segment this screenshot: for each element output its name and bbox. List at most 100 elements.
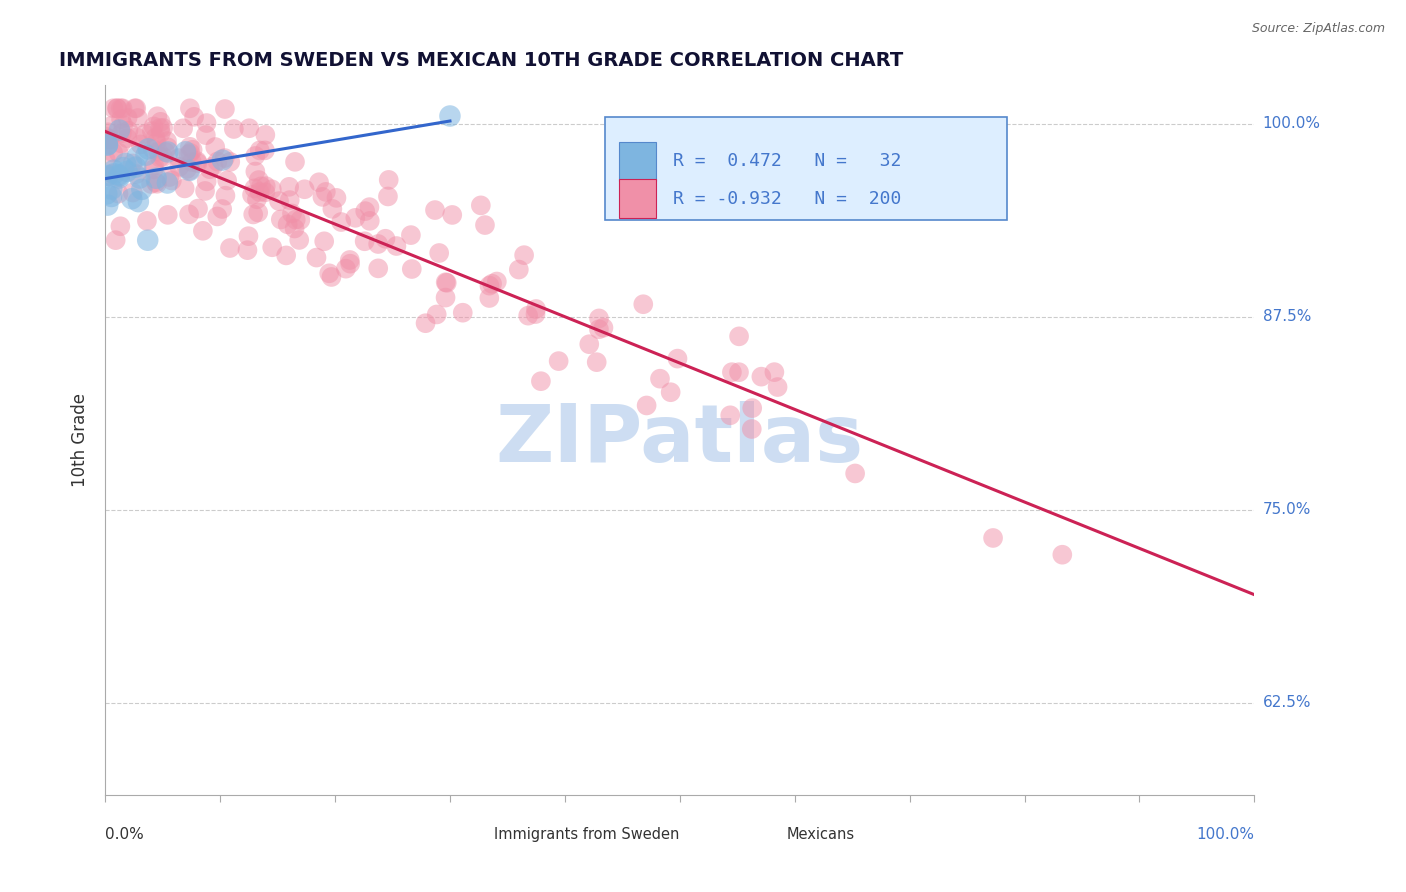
- Point: [214, 188, 236, 202]
- Point: [524, 301, 547, 316]
- Point: [262, 240, 284, 254]
- Text: 62.5%: 62.5%: [1263, 695, 1312, 710]
- Point: [111, 161, 134, 175]
- Point: [585, 355, 607, 369]
- Point: [207, 210, 229, 224]
- Text: 100.0%: 100.0%: [1197, 828, 1254, 842]
- Point: [470, 198, 492, 212]
- Point: [247, 205, 270, 219]
- Point: [330, 215, 353, 229]
- Point: [270, 212, 292, 227]
- Point: [121, 186, 143, 200]
- Point: [156, 140, 179, 154]
- Point: [214, 102, 236, 116]
- Point: [117, 124, 139, 138]
- Point: [246, 192, 269, 206]
- Point: [1052, 548, 1074, 562]
- Point: [155, 145, 177, 159]
- Point: [98, 132, 121, 146]
- Point: [517, 309, 540, 323]
- FancyBboxPatch shape: [605, 117, 1007, 220]
- Point: [202, 159, 225, 173]
- Point: [385, 239, 408, 253]
- Point: [103, 167, 125, 181]
- Point: [339, 252, 361, 267]
- Point: [108, 171, 131, 186]
- Point: [145, 171, 167, 186]
- Point: [136, 142, 159, 156]
- Point: [981, 531, 1004, 545]
- Point: [146, 177, 169, 191]
- Point: [377, 189, 399, 203]
- Point: [325, 191, 347, 205]
- Point: [401, 262, 423, 277]
- Point: [636, 399, 658, 413]
- Point: [294, 182, 316, 196]
- Point: [131, 182, 153, 196]
- Point: [176, 161, 198, 176]
- Point: [721, 365, 744, 379]
- Point: [284, 212, 307, 227]
- Point: [524, 307, 547, 321]
- Point: [728, 329, 751, 343]
- Point: [434, 275, 457, 289]
- Point: [125, 101, 148, 115]
- Point: [284, 221, 307, 235]
- Point: [238, 121, 260, 136]
- Point: [194, 184, 217, 198]
- Point: [359, 214, 381, 228]
- Point: [127, 194, 149, 209]
- Point: [103, 101, 125, 115]
- Point: [250, 179, 273, 194]
- Point: [179, 163, 201, 178]
- Point: [121, 192, 143, 206]
- Y-axis label: 10th Grade: 10th Grade: [72, 393, 89, 487]
- Point: [508, 262, 530, 277]
- Point: [156, 176, 179, 190]
- Point: [236, 243, 259, 257]
- Point: [481, 277, 503, 291]
- Point: [98, 132, 121, 146]
- Point: [97, 169, 120, 183]
- Point: [194, 128, 217, 142]
- Point: [354, 204, 377, 219]
- Point: [152, 150, 174, 164]
- Bar: [755, 827, 775, 842]
- Point: [242, 207, 264, 221]
- Point: [247, 173, 270, 187]
- Point: [588, 322, 610, 336]
- Point: [217, 173, 239, 187]
- Point: [359, 200, 381, 214]
- Point: [107, 186, 129, 201]
- Point: [143, 159, 166, 173]
- Point: [288, 233, 311, 247]
- Point: [146, 109, 169, 123]
- Point: [415, 316, 437, 330]
- Bar: [619, 142, 655, 181]
- Point: [107, 145, 129, 160]
- Point: [311, 190, 333, 204]
- Point: [111, 101, 134, 115]
- Point: [666, 351, 689, 366]
- Point: [335, 261, 357, 276]
- Point: [156, 145, 179, 159]
- Point: [169, 160, 191, 174]
- Point: [260, 182, 283, 196]
- Point: [100, 189, 122, 203]
- Point: [321, 270, 343, 285]
- Point: [110, 136, 132, 151]
- Point: [139, 177, 162, 191]
- Point: [219, 241, 242, 255]
- Point: [183, 110, 205, 124]
- Point: [152, 120, 174, 135]
- Bar: [619, 179, 655, 219]
- Text: IMMIGRANTS FROM SWEDEN VS MEXICAN 10TH GRADE CORRELATION CHART: IMMIGRANTS FROM SWEDEN VS MEXICAN 10TH G…: [59, 51, 904, 70]
- Point: [146, 145, 169, 159]
- Point: [377, 173, 399, 187]
- Point: [179, 145, 201, 160]
- Point: [513, 248, 536, 262]
- Point: [240, 187, 263, 202]
- Point: [149, 126, 172, 140]
- Text: R = -0.932   N =  200: R = -0.932 N = 200: [673, 190, 901, 208]
- Point: [105, 101, 128, 115]
